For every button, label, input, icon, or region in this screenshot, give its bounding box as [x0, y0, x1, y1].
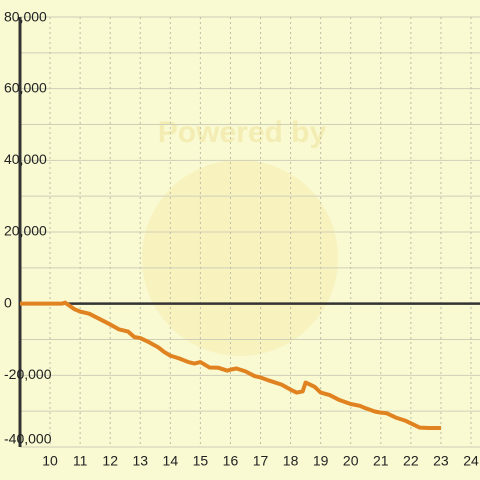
x-tick-label: 14: [163, 453, 179, 469]
x-tick-label: 17: [253, 453, 269, 469]
x-tick-label: 22: [403, 453, 419, 469]
x-tick-label: 19: [313, 453, 329, 469]
x-tick-label: 10: [42, 453, 58, 469]
y-tick-label: 40,000: [4, 151, 47, 167]
line-series: [20, 300, 441, 431]
x-tick-label: 16: [223, 453, 239, 469]
x-tick-label: 13: [132, 453, 148, 469]
x-tick-label: 23: [433, 453, 449, 469]
y-tick-label: 0: [4, 294, 12, 310]
x-tick-label: 24: [463, 453, 479, 469]
x-tick-label: 15: [193, 453, 209, 469]
y-tick-label: 60,000: [4, 79, 47, 95]
x-tick-label: 11: [73, 453, 88, 469]
y-tick-label: 80,000: [4, 9, 47, 25]
watermark-logo: [142, 160, 338, 356]
y-tick-label: 20,000: [4, 223, 47, 239]
x-tick-label: 18: [283, 453, 299, 469]
x-tick-label: 21: [373, 453, 389, 469]
y-tick-label: -40,000: [4, 431, 52, 447]
y-tick-label: -20,000: [4, 366, 52, 382]
x-tick-label: 20: [343, 453, 359, 469]
watermark: Powered by: [158, 116, 327, 149]
x-tick-label: 12: [102, 453, 118, 469]
